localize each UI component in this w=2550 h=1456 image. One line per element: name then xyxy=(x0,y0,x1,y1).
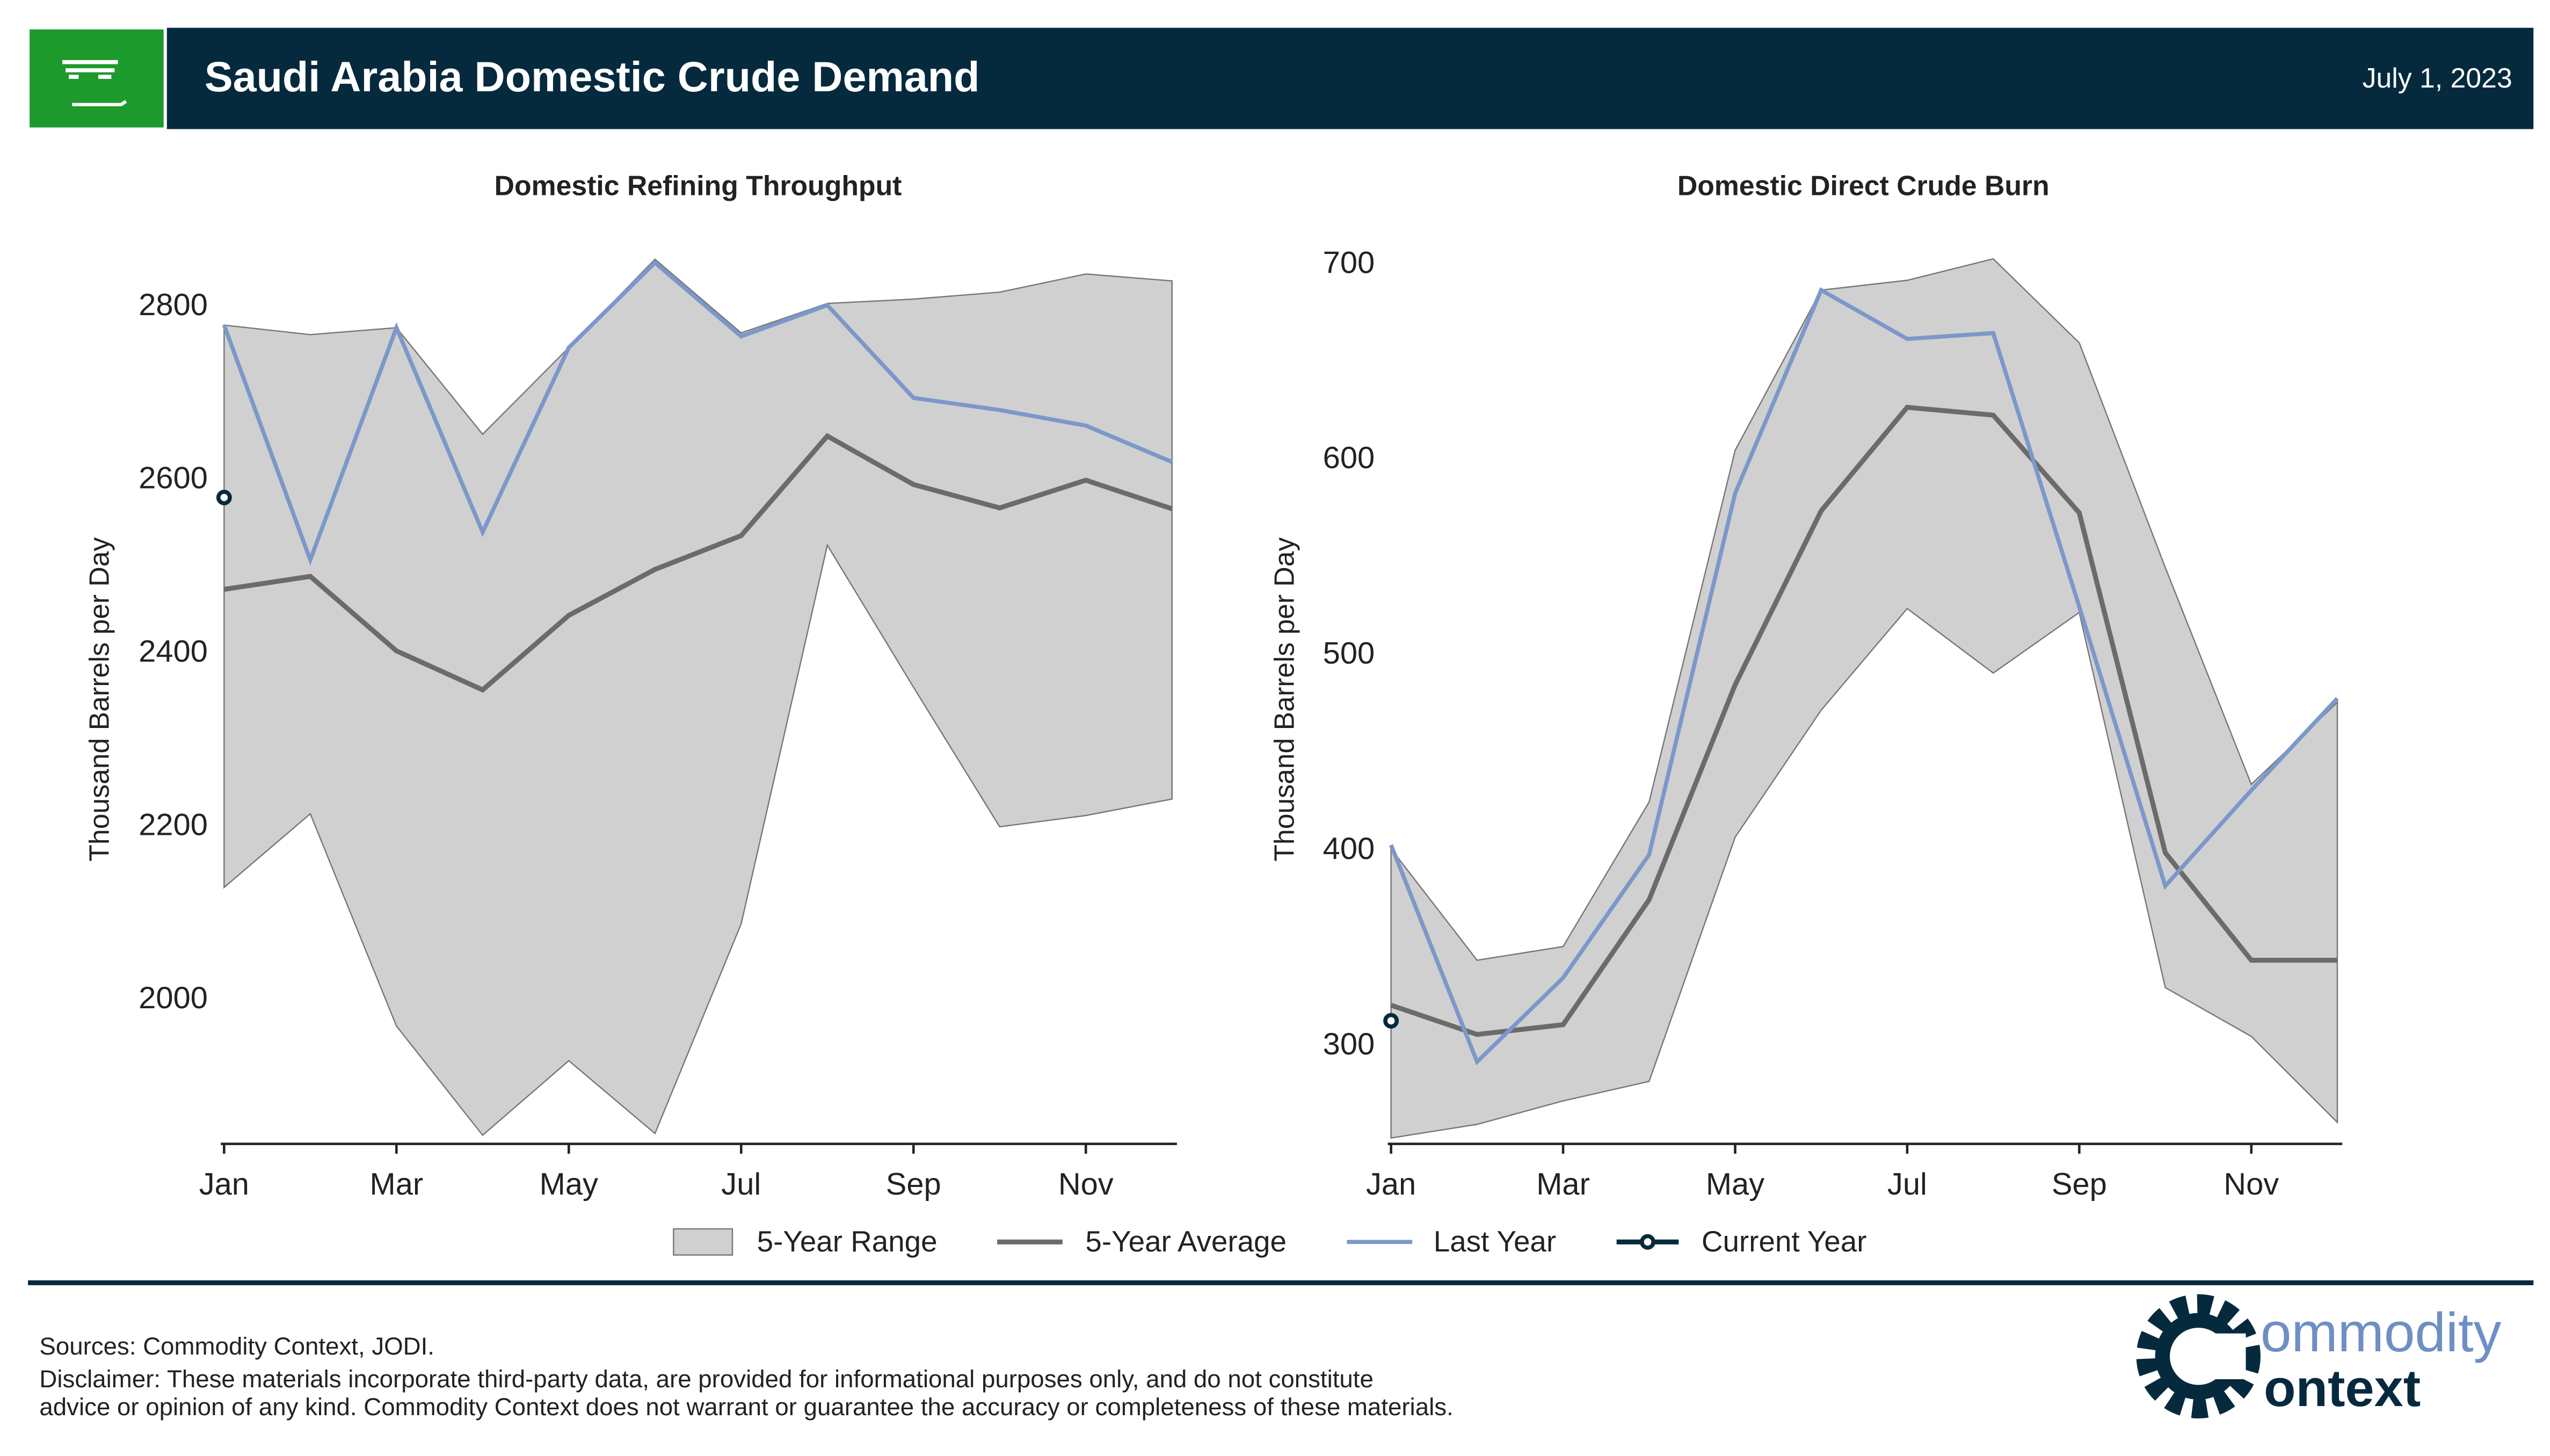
legend-label: Last Year xyxy=(1434,1225,1556,1258)
legend-swatch xyxy=(1640,1234,1655,1250)
series-line xyxy=(223,433,1173,693)
legend-swatch xyxy=(673,1228,733,1256)
disclaimer: advice or opinion of any kind. Commodity… xyxy=(39,1393,1453,1421)
y-tick-label: 2000 xyxy=(139,981,208,1015)
range-band xyxy=(223,258,1173,1137)
x-tick-label: Sep xyxy=(886,1167,941,1202)
y-tick-label: 300 xyxy=(1323,1027,1375,1061)
y-tick-label: 2400 xyxy=(139,634,208,668)
x-tick-label: Nov xyxy=(2224,1167,2279,1202)
legend-label: Current Year xyxy=(1702,1225,1867,1258)
flag-script xyxy=(62,60,118,79)
y-axis-label: Thousand Barrels per Day xyxy=(1268,537,1299,862)
date: July 1, 2023 xyxy=(2363,62,2512,93)
disclaimer: Disclaimer: These materials incorporate … xyxy=(39,1365,1373,1393)
x-tick-label: May xyxy=(540,1167,598,1202)
chart-title: Domestic Refining Throughput xyxy=(495,170,902,201)
x-tick-label: Mar xyxy=(1536,1167,1590,1202)
y-tick-label: 2200 xyxy=(139,807,208,842)
x-tick-label: Jul xyxy=(1887,1167,1927,1202)
series-line xyxy=(1389,287,2339,1066)
logo-text: ommodity xyxy=(2261,1301,2502,1363)
logo-gap xyxy=(2210,1333,2246,1379)
y-tick-label: 400 xyxy=(1323,832,1375,866)
y-tick-label: 600 xyxy=(1323,441,1375,475)
y-tick-label: 700 xyxy=(1323,245,1375,280)
y-axis-label: Thousand Barrels per Day xyxy=(84,537,115,862)
flag-sword xyxy=(72,100,127,106)
range-band xyxy=(1390,258,2338,1139)
x-tick-label: Sep xyxy=(2052,1167,2107,1202)
x-tick-label: Jul xyxy=(721,1167,761,1202)
legend-label: 5-Year Average xyxy=(1085,1225,1287,1258)
x-tick-label: Mar xyxy=(370,1167,424,1202)
current-point xyxy=(216,490,232,506)
x-tick-label: Nov xyxy=(1058,1167,1114,1202)
legend-label: 5-Year Range xyxy=(757,1225,938,1258)
logo-text: ontext xyxy=(2264,1359,2421,1417)
sources: Sources: Commodity Context, JODI. xyxy=(39,1333,434,1360)
y-tick-label: 2800 xyxy=(139,288,208,322)
current-point xyxy=(1383,1013,1399,1029)
logo-gear xyxy=(2136,1294,2261,1418)
x-tick-label: Jan xyxy=(199,1167,249,1202)
x-tick-label: Jan xyxy=(1366,1167,1416,1202)
flag xyxy=(26,26,167,131)
y-tick-label: 2600 xyxy=(139,461,208,496)
x-tick-label: May xyxy=(1706,1167,1764,1202)
y-tick-label: 500 xyxy=(1323,636,1375,671)
title: Saudi Arabia Domestic Crude Demand xyxy=(205,53,980,100)
series-line xyxy=(222,260,1173,566)
chart-title: Domestic Direct Crude Burn xyxy=(1677,170,2050,201)
header-band xyxy=(28,27,2534,129)
